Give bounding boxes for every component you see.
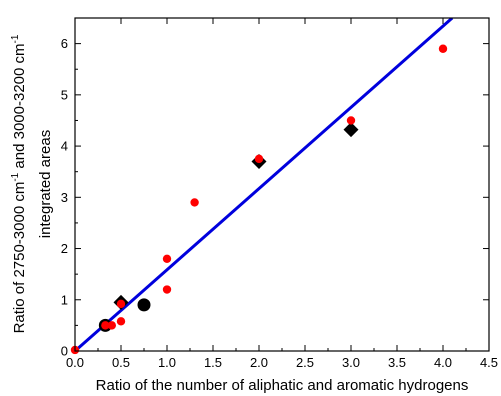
- plot-frame: [74, 17, 490, 352]
- red-data-point: [107, 321, 117, 330]
- black-diamond-point: [343, 122, 359, 138]
- y-tick-label: 4: [61, 139, 68, 154]
- red-data-point: [438, 44, 448, 53]
- x-tick-label: 2.0: [250, 355, 268, 370]
- red-data-point: [346, 116, 356, 125]
- x-axis-title: Ratio of the number of aliphatic and aro…: [96, 377, 469, 394]
- y-axis-title-part-2: and 3000-3200 cm: [11, 43, 28, 172]
- y-axis-title-part-1: Ratio of 2750-3000 cm: [11, 182, 28, 334]
- y-tick-label: 2: [61, 241, 68, 256]
- red-data-point: [116, 299, 126, 309]
- y-axis-title-superscript-2: -1: [10, 34, 21, 43]
- x-tick-label: 1.0: [158, 355, 176, 370]
- y-tick-label: 0: [61, 344, 68, 359]
- red-data-point: [254, 154, 264, 164]
- x-tick-label: 4.5: [480, 355, 498, 370]
- x-tick-label: 1.5: [204, 355, 222, 370]
- data-points: [70, 44, 448, 355]
- y-tick-label: 6: [61, 36, 68, 51]
- x-tick-label: 0.0: [66, 355, 84, 370]
- red-data-point: [162, 285, 172, 294]
- x-tick-label: 0.5: [112, 355, 130, 370]
- x-tick-label: 3.5: [388, 355, 406, 370]
- red-data-point: [116, 317, 126, 326]
- x-tick-label: 4.0: [434, 355, 452, 370]
- x-tick-label: 2.5: [296, 355, 314, 370]
- y-axis-title-line-2: integrated areas: [37, 130, 54, 238]
- axis-ticks: 0.0 0.5 1.0 1.5 2.0 2.5 3.0 3.5 4.0 4.5 0 1 2 3 4 5 6: [61, 17, 498, 370]
- red-data-point: [190, 198, 199, 207]
- fit-line-layer: [75, 18, 454, 351]
- y-axis-title-line-1: Ratio of 2750-3000 cm-1 and 3000-3200 cm…: [10, 34, 28, 333]
- y-tick-label: 5: [61, 87, 68, 102]
- y-tick-label: 3: [61, 190, 68, 205]
- black-circle-point: [137, 298, 151, 312]
- y-tick-label: 1: [61, 292, 68, 307]
- y-axis-title-superscript-1: -1: [10, 172, 21, 181]
- x-tick-label: 3.0: [342, 355, 360, 370]
- fit-line: [75, 18, 454, 351]
- red-data-point: [162, 254, 172, 263]
- red-data-point: [101, 321, 110, 330]
